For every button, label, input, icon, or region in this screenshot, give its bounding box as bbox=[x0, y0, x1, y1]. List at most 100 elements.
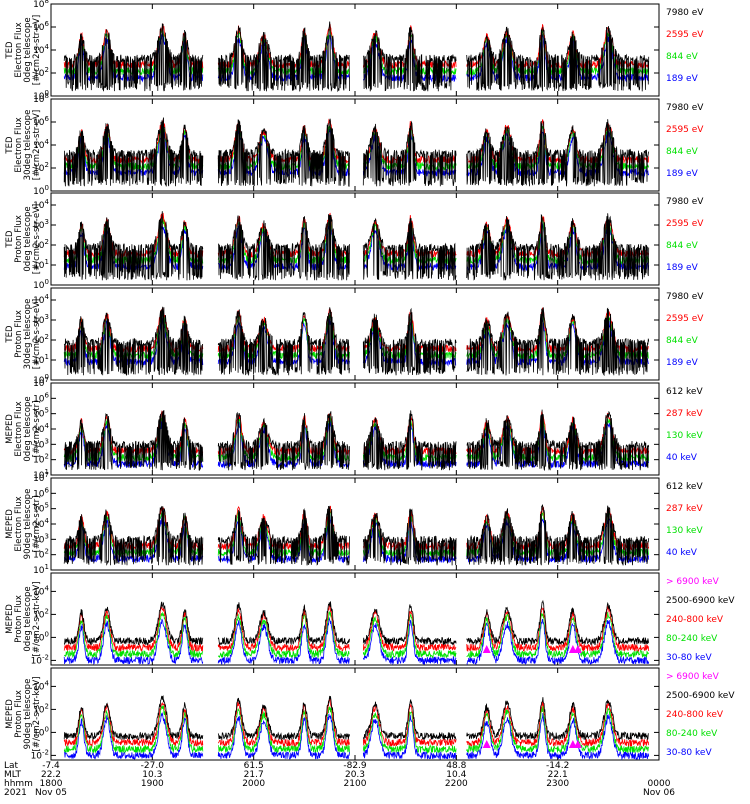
y-tick-label: 103 bbox=[33, 532, 49, 545]
legend--6900-kev: > 6900 keV bbox=[666, 672, 720, 682]
y-tick-label: 100 bbox=[33, 725, 49, 738]
legend-844-ev: 844 eV bbox=[666, 336, 699, 346]
y-tick-label: 106 bbox=[33, 391, 49, 404]
y-tick-label: 105 bbox=[33, 502, 49, 515]
y-axis-label-line: 0deg telescope bbox=[23, 396, 33, 461]
series-line-7980-ev bbox=[63, 306, 650, 377]
series-line-80-240-kev bbox=[63, 610, 650, 659]
y-tick-label: 103 bbox=[33, 437, 49, 450]
legend-287-kev: 287 keV bbox=[666, 409, 703, 419]
y-tick-label: 10-2 bbox=[31, 748, 49, 761]
x-axis-tick-value: 10.4 bbox=[446, 770, 466, 780]
x-axis-tick-value: 1900 bbox=[141, 779, 164, 789]
series-mark-gt-6900kev bbox=[568, 740, 577, 748]
legend-189-ev: 189 eV bbox=[666, 74, 699, 84]
y-axis-label-line: TED bbox=[5, 41, 15, 60]
y-tick-label: 100 bbox=[33, 278, 49, 291]
x-axis-tick-value: Nov 05 bbox=[35, 788, 67, 798]
x-axis-tick-value: -7.4 bbox=[42, 761, 60, 771]
y-axis-label-line: TED bbox=[5, 230, 15, 249]
legend--6900-kev: > 6900 keV bbox=[666, 577, 720, 587]
x-axis-tick-value: 2300 bbox=[546, 779, 569, 789]
series-mark-gt-6900kev bbox=[573, 645, 582, 653]
panel-frame-1 bbox=[50, 98, 660, 192]
legend-130-kev: 130 keV bbox=[666, 526, 703, 536]
legend-844-ev: 844 eV bbox=[666, 147, 699, 157]
legend-40-kev: 40 keV bbox=[666, 548, 698, 558]
x-axis-tick-value: 2000 bbox=[242, 779, 265, 789]
y-tick-label: 107 bbox=[33, 376, 49, 389]
y-axis-label-line: [#/cm2-s-str-eV] bbox=[32, 110, 42, 180]
y-axis-label-line: 30deg telescope bbox=[23, 110, 33, 181]
series-mark-gt-6900kev bbox=[482, 740, 491, 748]
y-tick-label: 105 bbox=[33, 407, 49, 420]
y-axis-label-line: 0deg telescope bbox=[23, 206, 33, 271]
legend-189-ev: 189 eV bbox=[666, 263, 699, 273]
legend-130-kev: 130 keV bbox=[666, 431, 703, 441]
x-axis-tick-value: -14.2 bbox=[546, 761, 569, 771]
x-axis-tick-value: 0000 bbox=[648, 779, 671, 789]
y-tick-label: 102 bbox=[33, 607, 49, 620]
legend-7980-ev: 7980 eV bbox=[666, 103, 704, 113]
x-axis-tick-value: 21.7 bbox=[244, 770, 264, 780]
y-axis-label-line: [#/cm2-s-str-eV] bbox=[32, 204, 42, 274]
y-tick-label: 100 bbox=[33, 630, 49, 643]
y-tick-label: 101 bbox=[33, 258, 49, 271]
y-axis-label-line: Proton Flux bbox=[14, 690, 24, 738]
x-axis-row-label-2021: 2021 bbox=[4, 788, 27, 798]
y-axis-label-line: [#/cm2-s-str-keV] bbox=[32, 582, 42, 657]
legend-189-ev: 189 eV bbox=[666, 169, 699, 179]
y-axis-label-line: Proton Flux bbox=[14, 595, 24, 643]
y-axis-label-line: MEPED bbox=[5, 604, 15, 634]
y-axis-label-line: Proton Flux bbox=[14, 310, 24, 358]
y-tick-label: 104 bbox=[33, 43, 49, 56]
y-tick-label: 104 bbox=[33, 422, 49, 435]
y-tick-label: 102 bbox=[33, 66, 49, 79]
y-axis-label-line: 0deg telescope bbox=[23, 17, 33, 82]
y-axis-label-line: Electron Flux bbox=[14, 401, 24, 456]
y-axis-label-line: 90deg telescope bbox=[23, 489, 33, 560]
legend-80-240-kev: 80-240 keV bbox=[666, 634, 718, 644]
legend-2595-ev: 2595 eV bbox=[666, 30, 704, 40]
legend-844-ev: 844 eV bbox=[666, 241, 699, 251]
y-tick-label: 101 bbox=[33, 563, 49, 576]
y-tick-label: 104 bbox=[33, 198, 49, 211]
x-axis-tick-value: 48.8 bbox=[446, 761, 466, 771]
series-line-612-kev bbox=[63, 504, 650, 566]
y-axis-label-line: [#/cm2-s-str] bbox=[32, 401, 42, 458]
y-axis-label-line: [#/cm2-s-str] bbox=[32, 496, 42, 553]
y-tick-label: 102 bbox=[33, 453, 49, 466]
legend-30-80-kev: 30-80 keV bbox=[666, 653, 712, 663]
y-axis-label-line: MEPED bbox=[5, 414, 15, 444]
x-axis-tick-value: 61.5 bbox=[244, 761, 264, 771]
y-tick-label: 106 bbox=[33, 20, 49, 33]
x-axis-tick-value: 2200 bbox=[445, 779, 468, 789]
series-line-2500-6900-kev bbox=[63, 695, 649, 742]
y-tick-label: 107 bbox=[33, 471, 49, 484]
legend-612-kev: 612 keV bbox=[666, 482, 703, 492]
series-line-7980-ev bbox=[63, 211, 650, 281]
y-tick-label: 102 bbox=[33, 702, 49, 715]
y-tick-label: 104 bbox=[33, 517, 49, 530]
series-line-7980-ev bbox=[63, 21, 650, 93]
x-axis-tick-value: -27.0 bbox=[141, 761, 165, 771]
y-axis-label-line: 30deg telescope bbox=[23, 299, 33, 370]
y-tick-label: 106 bbox=[33, 115, 49, 128]
x-axis-tick-value: 22.2 bbox=[41, 770, 61, 780]
y-axis-label-line: Electron Flux bbox=[14, 496, 24, 551]
series-line-2595-ev bbox=[63, 307, 649, 354]
legend-2500-6900-kev: 2500-6900 keV bbox=[666, 691, 735, 701]
y-axis-label-line: MEPED bbox=[5, 699, 15, 729]
y-axis-label-line: Electron Flux bbox=[14, 117, 24, 172]
series-line-240-800-kev bbox=[63, 602, 650, 653]
y-tick-label: 100 bbox=[33, 373, 49, 386]
y-tick-label: 102 bbox=[33, 333, 49, 346]
series-line-612-kev bbox=[63, 409, 650, 472]
legend-189-ev: 189 eV bbox=[666, 358, 699, 368]
legend-7980-ev: 7980 eV bbox=[666, 197, 704, 207]
x-axis-tick-value: -82.9 bbox=[343, 761, 367, 771]
x-axis-tick-value: 10.3 bbox=[142, 770, 162, 780]
series-mark-gt-6900kev bbox=[573, 740, 582, 748]
x-axis-row-label-hhmm: hhmm bbox=[4, 779, 33, 789]
